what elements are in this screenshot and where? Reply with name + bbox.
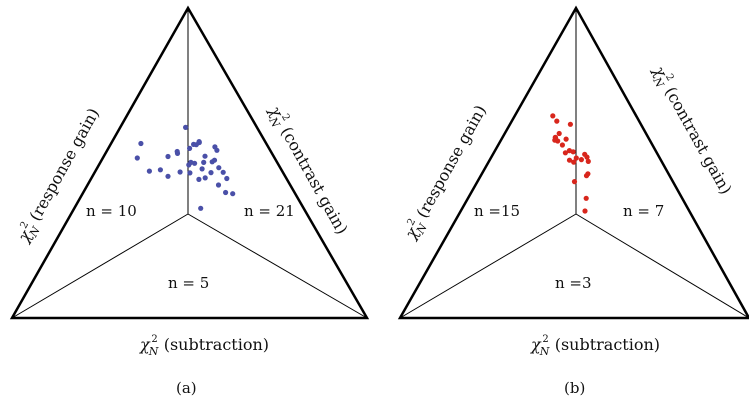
data-point [550, 113, 556, 119]
data-point [201, 159, 207, 165]
data-point [187, 145, 193, 151]
data-point [208, 170, 214, 176]
data-points [550, 113, 591, 214]
data-point [146, 168, 152, 174]
count-contrast: n = 21 [244, 202, 295, 220]
data-point [202, 153, 208, 159]
panel-b: n =15 n = 7 n =3 χN2(response gain) χN2(… [397, 5, 749, 397]
data-point [566, 148, 573, 154]
left-axis-label: χN2(response gain) [400, 101, 494, 244]
ternary-triangle [397, 5, 749, 320]
data-point [174, 148, 180, 155]
data-point [199, 166, 205, 172]
data-point [584, 154, 590, 160]
divider-left [399, 213, 577, 319]
count-contrast: n = 7 [623, 202, 664, 220]
data-point [583, 195, 589, 201]
data-point [578, 157, 585, 163]
data-point [554, 118, 560, 124]
data-point [165, 173, 171, 179]
panel-label-a: (a) [176, 379, 197, 397]
data-point [138, 140, 144, 147]
data-point [585, 158, 591, 164]
right-axis-label: χN2(contrast gain) [646, 61, 737, 199]
data-point [230, 191, 236, 197]
ternary-triangle [9, 5, 370, 320]
divider-right [187, 213, 368, 319]
data-point [571, 159, 577, 165]
data-point [192, 160, 198, 166]
data-point [566, 157, 573, 163]
count-subtraction: n = 5 [168, 274, 209, 292]
panel-label-b: (b) [564, 379, 585, 397]
data-point [583, 173, 590, 179]
data-point [556, 130, 562, 137]
count-subtraction: n =3 [555, 274, 592, 292]
data-point [202, 175, 208, 181]
data-point [552, 137, 558, 143]
divider-left [11, 213, 189, 319]
data-point [212, 144, 218, 150]
bottom-axis-label: χN2 (subtraction) [530, 334, 660, 358]
data-point [571, 179, 578, 185]
data-point [183, 124, 189, 130]
divider-right [575, 213, 749, 319]
count-response: n = 10 [86, 202, 137, 220]
data-point [165, 153, 171, 160]
data-point [196, 176, 202, 182]
data-point [223, 189, 229, 196]
data-point [177, 169, 183, 175]
data-point [198, 205, 204, 211]
data-point [211, 157, 218, 163]
data-point [157, 167, 163, 173]
panel-a: n = 10 n = 21 n = 5 χN2(response gain) χ… [9, 5, 370, 397]
data-point [191, 141, 197, 147]
data-point [563, 136, 569, 142]
data-point [216, 165, 222, 171]
data-point [562, 150, 569, 156]
data-point [567, 121, 574, 127]
data-point [134, 155, 140, 161]
bottom-axis-label: χN2 (subtraction) [139, 334, 269, 358]
data-point [215, 182, 222, 188]
data-point [582, 208, 588, 214]
data-points [134, 124, 236, 211]
data-point [573, 155, 579, 161]
data-point [220, 169, 226, 175]
data-point [559, 142, 566, 148]
count-response: n =15 [474, 202, 520, 220]
data-point [187, 170, 193, 176]
data-point [224, 175, 230, 182]
